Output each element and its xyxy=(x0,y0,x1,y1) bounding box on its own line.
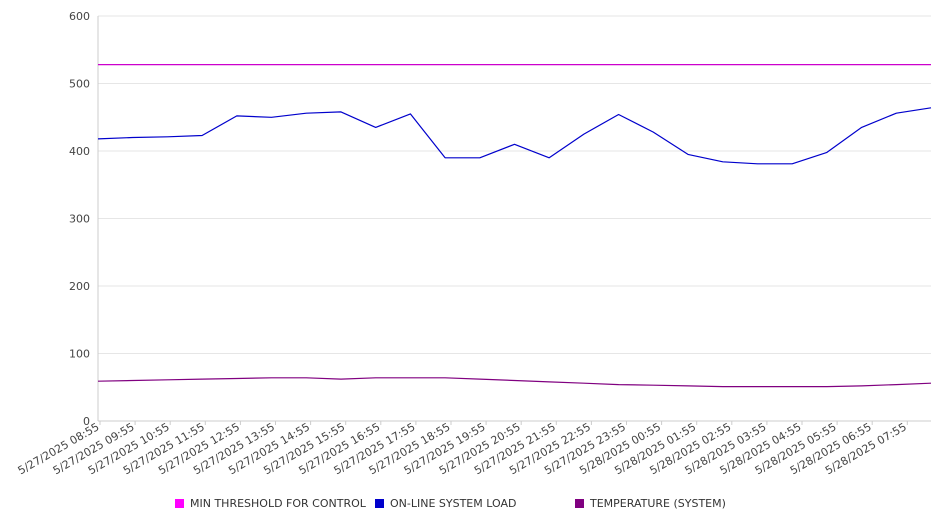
legend: MIN THRESHOLD FOR CONTROL ON-LINE SYSTEM… xyxy=(0,497,946,515)
legend-swatch-system-load xyxy=(375,499,384,508)
axes xyxy=(97,16,931,422)
legend-item-temperature: TEMPERATURE (SYSTEM) xyxy=(575,497,726,510)
series-line-1 xyxy=(97,107,932,165)
x-axis-ticks: 5/27/2025 08:555/27/2025 09:555/27/2025 … xyxy=(16,420,909,477)
y-tick-label: 100 xyxy=(69,348,90,361)
y-tick-label: 400 xyxy=(69,145,90,158)
legend-label-temperature: TEMPERATURE (SYSTEM) xyxy=(590,497,726,510)
y-tick-label: 200 xyxy=(69,280,90,293)
legend-item-min-threshold: MIN THRESHOLD FOR CONTROL xyxy=(175,497,366,510)
legend-swatch-min-threshold xyxy=(175,499,184,508)
legend-label-system-load: ON-LINE SYSTEM LOAD xyxy=(390,497,517,510)
legend-label-min-threshold: MIN THRESHOLD FOR CONTROL xyxy=(190,497,366,510)
y-axis-ticks: 0 100 200 300 400 500 600 xyxy=(69,10,90,428)
y-tick-label: 600 xyxy=(69,10,90,23)
legend-item-system-load: ON-LINE SYSTEM LOAD xyxy=(375,497,516,510)
y-tick-label: 300 xyxy=(69,213,90,226)
y-tick-label: 500 xyxy=(69,78,90,91)
legend-swatch-temperature xyxy=(575,499,584,508)
series-line-2 xyxy=(97,377,932,388)
series-lines xyxy=(97,63,932,388)
gridlines xyxy=(98,15,931,422)
y-tick-label: 0 xyxy=(83,415,90,428)
